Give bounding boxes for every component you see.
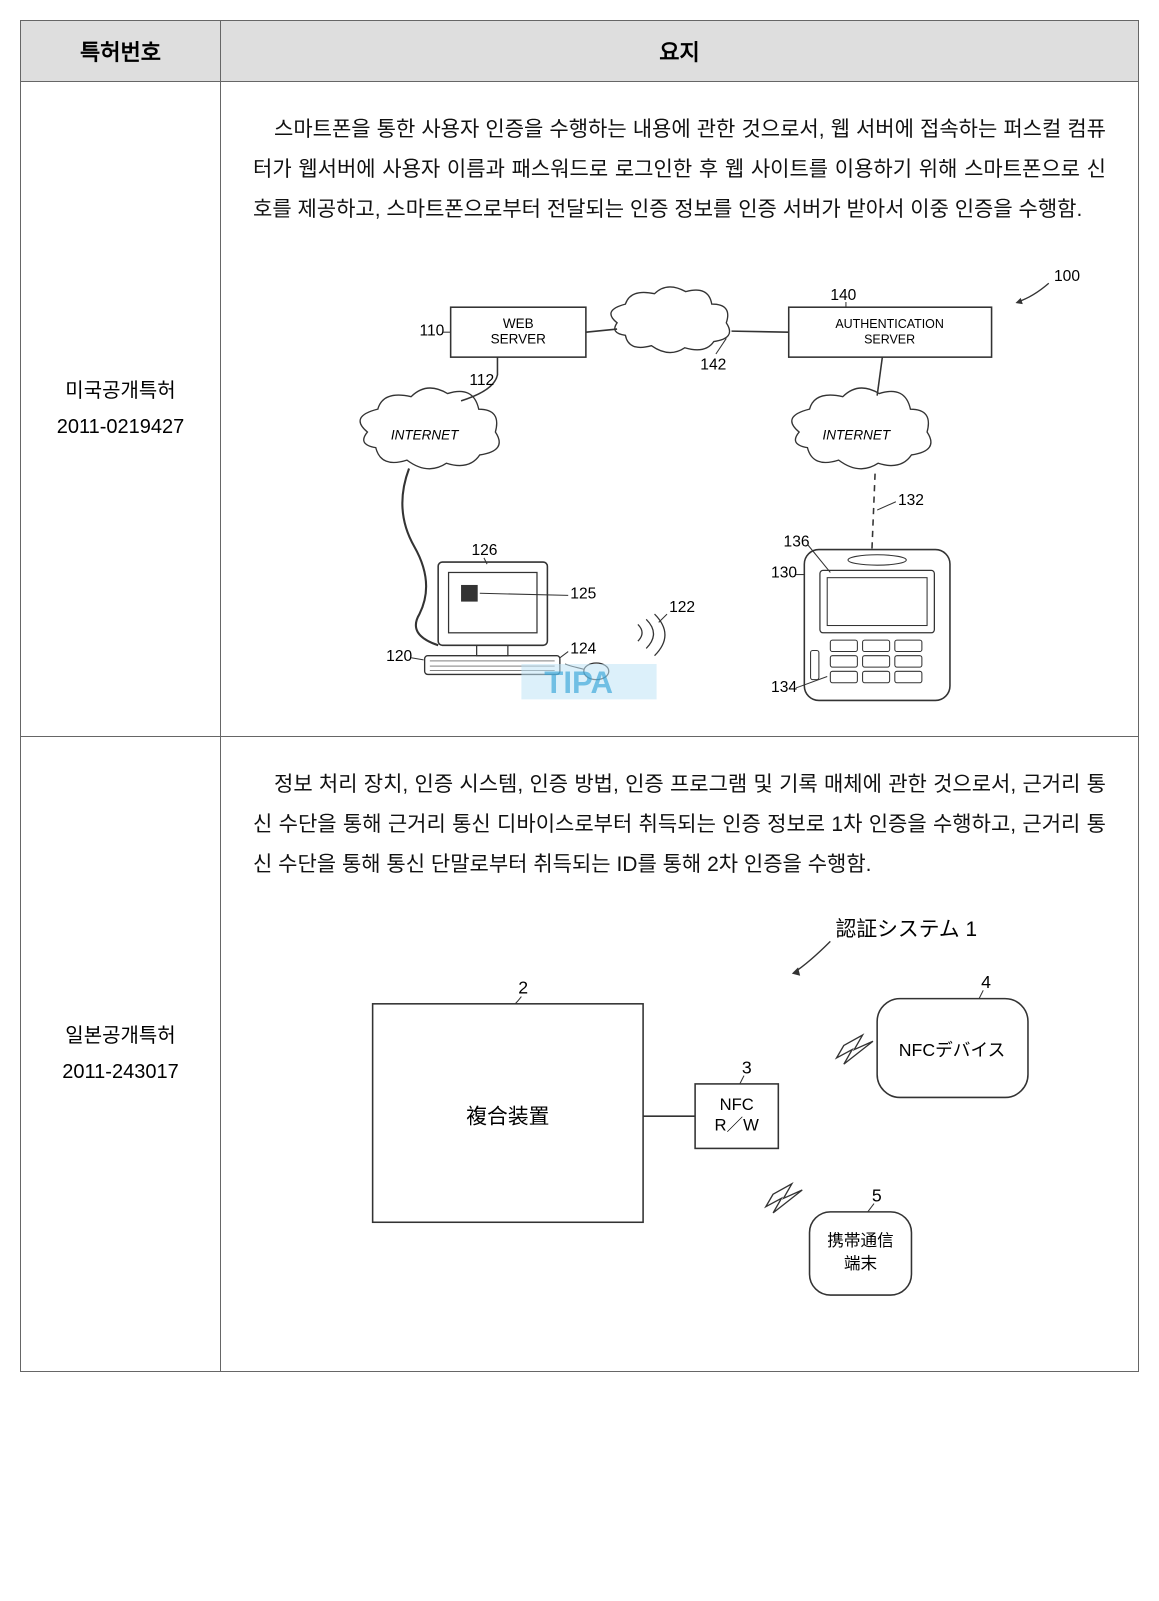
computer-icon — [425, 562, 609, 680]
node-label: SERVER — [864, 332, 915, 346]
ref-label: 122 — [669, 599, 695, 616]
summary-cell: 정보 처리 장치, 인증 시스템, 인증 방법, 인증 프로그램 및 기록 매체… — [221, 737, 1139, 1372]
patent-diagram-2: 認証システム 1 複合装置 2 NFC R／W 3 — [253, 905, 1106, 1342]
table-row: 일본공개특허 2011-243017 정보 처리 장치, 인증 시스템, 인증 … — [21, 737, 1139, 1372]
ref-label: 112 — [469, 372, 494, 389]
header-patent-number: 특허번호 — [21, 21, 221, 82]
ref-label: 132 — [898, 492, 924, 509]
patent-country-label: 미국공개특허 — [29, 373, 212, 409]
ref-label: 4 — [981, 972, 991, 992]
patent-id-cell: 일본공개특허 2011-243017 — [21, 737, 221, 1372]
patent-country-label: 일본공개특허 — [29, 1018, 212, 1054]
patent-table: 특허번호 요지 미국공개특허 2011-0219427 스마트폰을 통한 사용자… — [20, 20, 1139, 1372]
ref-label: 126 — [471, 541, 497, 558]
ref-label: 142 — [700, 356, 726, 373]
phone-icon — [804, 549, 950, 700]
patent-id-cell: 미국공개특허 2011-0219427 — [21, 82, 221, 737]
node-label: SERVER — [491, 331, 547, 346]
ref-label: 124 — [570, 640, 596, 657]
summary-text: 정보 처리 장치, 인증 시스템, 인증 방법, 인증 프로그램 및 기록 매체… — [253, 765, 1106, 885]
node-label: 携帯通信 — [827, 1231, 894, 1250]
ref-label: 140 — [830, 287, 856, 304]
ref-label: 130 — [771, 564, 797, 581]
node-label: WEB — [503, 316, 534, 331]
table-row: 미국공개특허 2011-0219427 스마트폰을 통한 사용자 인증을 수행하… — [21, 82, 1139, 737]
summary-text: 스마트폰을 통한 사용자 인증을 수행하는 내용에 관한 것으로서, 웹 서버에… — [253, 110, 1106, 230]
ref-label: 100 — [1054, 268, 1080, 285]
node-label: INTERNET — [823, 427, 892, 442]
summary-cell: 스마트폰을 통한 사용자 인증을 수행하는 내용에 관한 것으로서, 웹 서버에… — [221, 82, 1139, 737]
patent-number-label: 2011-243017 — [29, 1054, 212, 1090]
header-summary: 요지 — [221, 21, 1139, 82]
watermark-text: TIPA — [544, 665, 613, 700]
table-header-row: 특허번호 요지 — [21, 21, 1139, 82]
node-label: 認証システム 1 — [836, 918, 978, 941]
ref-label: 3 — [742, 1058, 752, 1078]
ref-label: 110 — [419, 322, 444, 339]
ref-label: 125 — [570, 585, 596, 602]
ref-label: 120 — [386, 648, 412, 665]
ref-label: 134 — [771, 679, 797, 696]
ref-label: 136 — [784, 533, 810, 550]
node-label: NFC — [720, 1095, 754, 1114]
node-label: AUTHENTICATION — [835, 317, 944, 331]
node-label: 端末 — [844, 1254, 878, 1273]
ref-label: 2 — [518, 977, 528, 997]
ref-label: 5 — [872, 1186, 882, 1206]
node-label: 複合装置 — [466, 1105, 549, 1128]
node-label: R／W — [715, 1116, 760, 1135]
node-label: INTERNET — [391, 427, 460, 442]
node-label: NFCデバイス — [899, 1040, 1005, 1060]
patent-number-label: 2011-0219427 — [29, 409, 212, 445]
patent-diagram-1: 100 WEB SERVER 110 AUTHENTICATION SERVER… — [253, 250, 1106, 708]
